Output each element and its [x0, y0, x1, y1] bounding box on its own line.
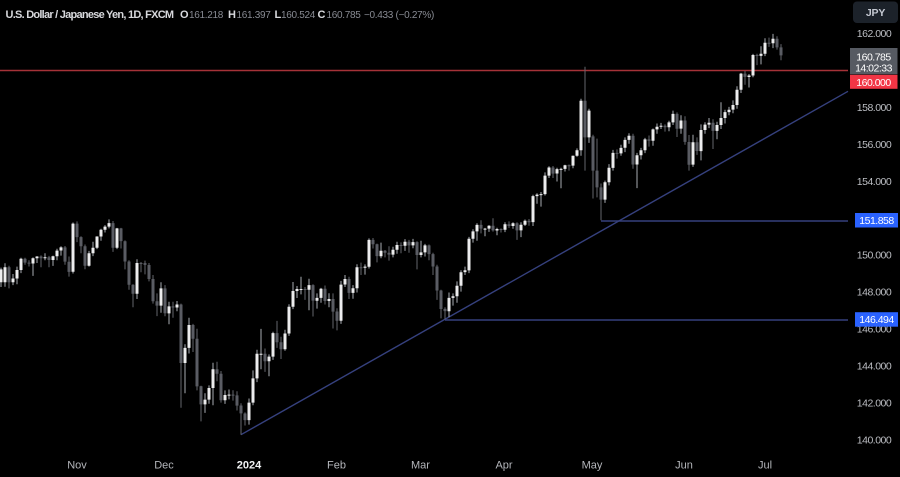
svg-text:U.S. Dollar / Japanese Yen, 1D: U.S. Dollar / Japanese Yen, 1D, FXCM [6, 9, 174, 21]
svg-text:Apr: Apr [495, 460, 512, 472]
svg-text:146.494: 146.494 [859, 314, 894, 326]
svg-text:144.000: 144.000 [857, 361, 892, 373]
svg-text:142.000: 142.000 [857, 397, 892, 409]
svg-text:Feb: Feb [327, 460, 346, 472]
svg-text:161.218: 161.218 [189, 10, 224, 21]
svg-text:156.000: 156.000 [857, 139, 892, 151]
svg-text:O: O [180, 9, 189, 21]
svg-text:Jul: Jul [758, 460, 772, 472]
svg-text:148.000: 148.000 [857, 287, 892, 299]
svg-text:160.524: 160.524 [281, 10, 316, 21]
svg-text:150.000: 150.000 [857, 250, 892, 262]
svg-text:H: H [228, 9, 236, 21]
svg-text:14:02:33: 14:02:33 [855, 62, 893, 74]
svg-text:160.000: 160.000 [856, 77, 891, 89]
svg-text:Nov: Nov [67, 460, 87, 472]
svg-text:L: L [275, 9, 282, 21]
svg-text:C: C [318, 9, 326, 21]
svg-text:154.000: 154.000 [857, 176, 892, 188]
svg-text:162.000: 162.000 [857, 28, 892, 40]
svg-text:140.000: 140.000 [857, 434, 892, 446]
svg-text:151.858: 151.858 [859, 215, 894, 227]
svg-text:158.000: 158.000 [857, 102, 892, 114]
svg-text:2024: 2024 [237, 460, 262, 472]
svg-text:160.785: 160.785 [856, 51, 891, 63]
svg-text:−0.433 (−0.27%): −0.433 (−0.27%) [364, 10, 434, 21]
svg-text:Dec: Dec [154, 460, 174, 472]
svg-text:Jun: Jun [675, 460, 693, 472]
svg-text:160.785: 160.785 [327, 10, 362, 21]
svg-text:Mar: Mar [411, 460, 430, 472]
svg-text:161.397: 161.397 [237, 10, 272, 21]
svg-text:JPY: JPY [866, 7, 885, 19]
svg-text:May: May [582, 460, 603, 472]
